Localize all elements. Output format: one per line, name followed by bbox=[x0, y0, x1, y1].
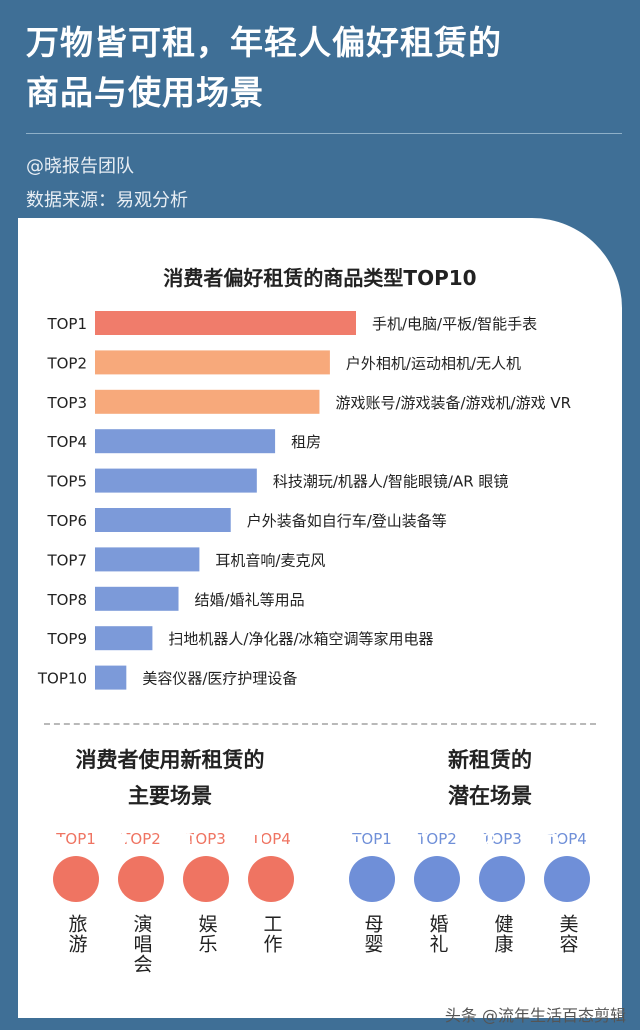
category-label: TOP10 bbox=[37, 670, 87, 688]
face-icon bbox=[541, 832, 590, 902]
source-label: 数据来源：易观分析 bbox=[26, 190, 188, 211]
scenario-label: 美容 bbox=[556, 914, 579, 954]
scenario-item: TOP1 母婴 bbox=[342, 828, 402, 954]
page-title: 万物皆可租，年轻人偏好租赁的 商品与使用场景 bbox=[26, 18, 626, 118]
couple-icon bbox=[413, 832, 460, 902]
scenario-item: TOP4 工作 bbox=[241, 828, 301, 954]
scenario-rank: TOP2 bbox=[121, 830, 161, 848]
category-label: TOP8 bbox=[46, 591, 87, 609]
bar bbox=[95, 311, 356, 335]
category-label: TOP4 bbox=[46, 433, 87, 451]
bar-label: 户外相机/运动相机/无人机 bbox=[346, 354, 521, 372]
scenario-item: TOP3 娱乐 bbox=[176, 828, 236, 954]
bar bbox=[95, 389, 320, 414]
author-label: @晓报告团队 bbox=[26, 156, 134, 177]
category-label: TOP1 bbox=[46, 315, 87, 333]
category-label: TOP7 bbox=[46, 551, 87, 569]
bar-label: 手机/电脑/平板/智能手表 bbox=[372, 315, 537, 333]
bar bbox=[95, 429, 276, 454]
bar-label: 户外装备如自行车/登山装备等 bbox=[247, 512, 447, 530]
scenario-label: 娱乐 bbox=[195, 914, 218, 954]
scenario-item: TOP1 旅游 bbox=[46, 828, 106, 954]
chart-title: 消费者偏好租赁的商品类型TOP10 bbox=[163, 266, 477, 290]
bar-label: 耳机音响/麦克风 bbox=[215, 551, 325, 569]
scenario-item: TOP3 健康 bbox=[472, 828, 532, 954]
scenario-label: 健康 bbox=[491, 914, 514, 954]
scenario-label: 工作 bbox=[260, 914, 283, 954]
category-label: TOP2 bbox=[46, 354, 87, 372]
section-divider bbox=[44, 723, 596, 725]
microphone-icon bbox=[117, 832, 164, 902]
category-label: TOP5 bbox=[46, 473, 87, 491]
scenario-label: 演唱会 bbox=[130, 914, 153, 974]
scenario-item: TOP2 演唱会 bbox=[111, 828, 171, 974]
title-line-1: 万物皆可租，年轻人偏好租赁的 bbox=[26, 23, 502, 62]
left-title-line-1: 消费者使用新租赁的 bbox=[75, 748, 265, 772]
left-title-line-2: 主要场景 bbox=[128, 784, 212, 808]
bar-chart: TOP1 手机/电脑/平板/智能手表 TOP2 户外相机/运动相机/无人机 TOP3 游戏… bbox=[37, 311, 571, 690]
category-label: TOP3 bbox=[46, 394, 87, 412]
scenario-rank: TOP2 bbox=[417, 830, 457, 848]
bar-label: 美容仪器/医疗护理设备 bbox=[142, 670, 297, 688]
scenario-label: 母婴 bbox=[361, 914, 384, 954]
bar bbox=[95, 665, 127, 690]
left-section-title: 消费者使用新租赁的 主要场景 bbox=[40, 742, 300, 814]
bar-label: 游戏账号/游戏装备/游戏机/游戏 VR bbox=[335, 394, 571, 412]
bar bbox=[95, 547, 200, 572]
footer-watermark: 头条 @流年生活百态剪辑 bbox=[444, 1006, 626, 1025]
laptop-icon bbox=[244, 833, 294, 902]
bar bbox=[95, 350, 330, 375]
music-disc-icon bbox=[179, 833, 229, 902]
scenario-item: TOP2 婚礼 bbox=[407, 828, 467, 954]
stroller-icon bbox=[347, 834, 395, 902]
bar bbox=[95, 508, 231, 532]
scenario-label: 旅游 bbox=[65, 914, 88, 954]
title-line-2: 商品与使用场景 bbox=[26, 73, 264, 112]
bar-label: 扫地机器人/净化器/冰箱空调等家用电器 bbox=[168, 630, 433, 648]
right-title-line-1: 新租赁的 bbox=[448, 748, 532, 772]
category-label: TOP6 bbox=[46, 512, 87, 530]
header-divider bbox=[26, 133, 622, 134]
scenario-item: TOP4 美容 bbox=[537, 828, 597, 954]
bar-label: 租房 bbox=[291, 433, 321, 451]
category-label: TOP9 bbox=[46, 630, 87, 648]
right-section-title: 新租赁的 潜在场景 bbox=[360, 742, 620, 814]
heart-pulse-icon bbox=[474, 832, 525, 902]
bar-label: 结婚/婚礼等用品 bbox=[195, 591, 305, 609]
bar bbox=[95, 626, 153, 651]
car-icon bbox=[50, 837, 99, 902]
bar-label: 科技潮玩/机器人/智能眼镜/AR 眼镜 bbox=[273, 473, 509, 491]
scenario-label: 婚礼 bbox=[426, 914, 449, 954]
bar bbox=[95, 586, 179, 611]
right-title-line-2: 潜在场景 bbox=[448, 784, 532, 808]
bar bbox=[95, 468, 257, 493]
